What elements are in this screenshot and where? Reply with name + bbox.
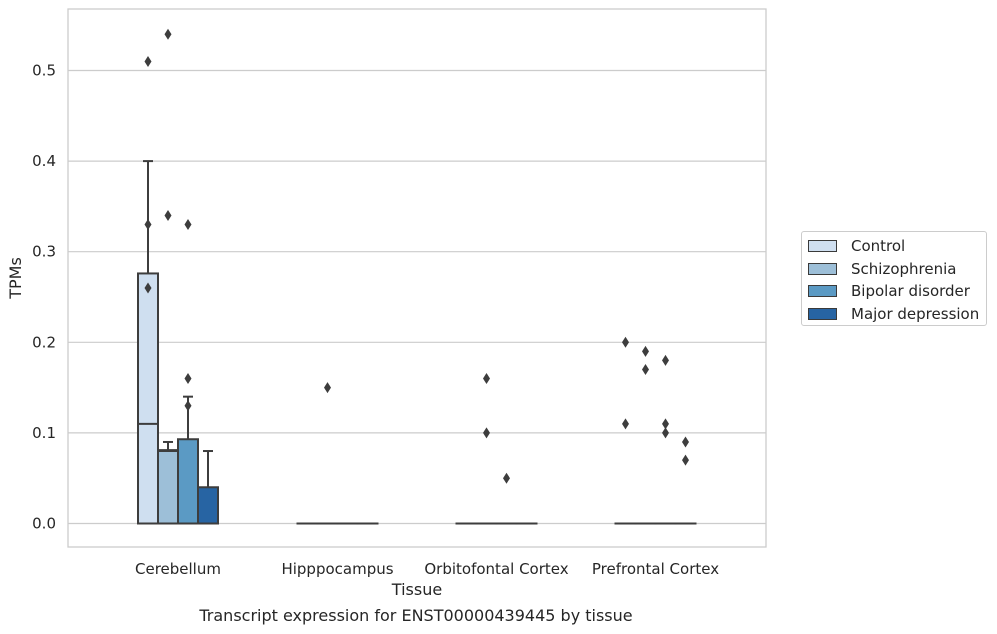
y-tick-label: 0.4 [32, 152, 56, 170]
chart-caption: Transcript expression for ENST0000043944… [199, 606, 633, 625]
legend-item: Schizophrenia [808, 258, 986, 281]
legend-swatch [808, 285, 837, 298]
y-tick-label: 0.3 [32, 243, 56, 261]
x-tick-labels: Cerebellum Hipppocampus Orbitofontal Corte… [135, 560, 719, 578]
outlier-point [184, 373, 192, 385]
outlier-point [662, 418, 669, 430]
box [157, 28, 179, 525]
box [634, 345, 657, 525]
legend-label: Major depression [851, 304, 980, 323]
x-tick-label: Prefrontal Cortex [592, 560, 719, 578]
y-tick-labels: 0.0 0.1 0.2 0.3 0.4 0.5 [32, 62, 56, 533]
outlier-point [144, 282, 152, 294]
outlier-point [662, 354, 669, 366]
x-tick-label: Cerebellum [135, 560, 221, 578]
outlier-point [324, 382, 331, 394]
outlier-point [483, 427, 490, 439]
outlier-point [164, 209, 172, 221]
legend-swatch [808, 240, 837, 253]
box-plots [137, 28, 697, 525]
outlier-point [144, 219, 152, 231]
y-tick-label: 0.0 [32, 515, 56, 533]
box [614, 336, 637, 525]
outlier-point [164, 28, 172, 40]
outlier-point [682, 436, 689, 448]
x-tick-label: Orbitofontal Cortex [424, 560, 568, 578]
box-body [137, 272, 159, 525]
x-tick-label: Hipppocampus [281, 560, 393, 578]
legend-label: Bipolar disorder [851, 282, 970, 301]
box-body [157, 449, 179, 525]
legend-label: Control [851, 237, 906, 256]
box-body [177, 438, 199, 525]
legend-label: Schizophrenia [851, 259, 957, 278]
outlier-point [642, 363, 649, 375]
outlier-point [662, 427, 669, 439]
y-tick-label: 0.5 [32, 62, 56, 80]
box [137, 55, 159, 525]
outlier-point [682, 454, 689, 466]
plot-frame [67, 8, 767, 548]
outlier-point [184, 400, 192, 412]
outlier-point [622, 336, 629, 348]
outlier-point [184, 219, 192, 231]
box-body [197, 486, 219, 525]
legend: Control Schizophrenia Bipolar disorder Majo… [801, 231, 987, 326]
x-axis-label: Tissue [391, 580, 442, 599]
box [475, 373, 498, 525]
outlier-point [144, 55, 152, 67]
legend-item: Control [808, 235, 986, 258]
y-tick-label: 0.2 [32, 333, 56, 351]
legend-swatch [808, 262, 837, 275]
outlier-point [642, 345, 649, 357]
legend-swatch [808, 307, 837, 320]
box [654, 354, 677, 525]
y-tick-label: 0.1 [32, 424, 56, 442]
box [316, 382, 339, 525]
outlier-point [503, 472, 510, 484]
box [177, 219, 199, 525]
y-axis-label: TPMs [6, 257, 25, 300]
legend-item: Bipolar disorder [808, 280, 986, 303]
box [674, 436, 697, 525]
outlier-point [622, 418, 629, 430]
outlier-point [483, 373, 490, 385]
legend-item: Major depression [808, 303, 986, 326]
box [495, 472, 518, 525]
box [197, 450, 219, 525]
